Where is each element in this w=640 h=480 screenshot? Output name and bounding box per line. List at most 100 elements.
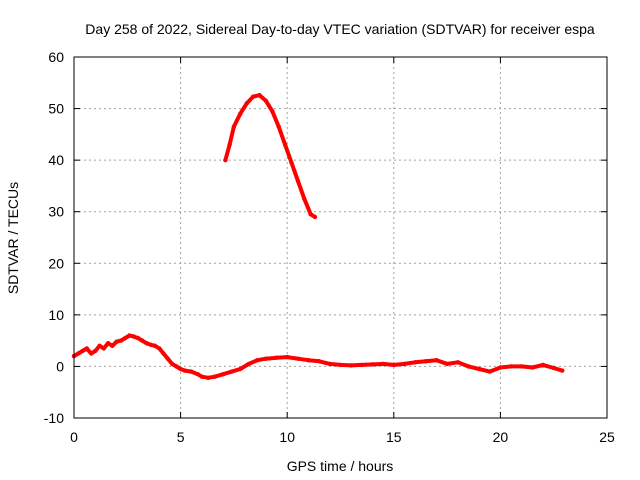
data-point	[131, 334, 136, 339]
data-point	[144, 341, 149, 346]
data-point	[118, 338, 124, 343]
data-point	[498, 365, 503, 370]
data-point	[466, 364, 471, 369]
data-point	[263, 98, 269, 104]
x-tick-label: 20	[493, 429, 509, 445]
x-tick-label: 10	[279, 429, 295, 445]
x-tick-label: 0	[70, 429, 78, 445]
data-point	[391, 362, 396, 368]
data-point	[223, 157, 228, 163]
series-layer	[71, 93, 565, 380]
data-point	[221, 372, 226, 377]
data-point	[140, 338, 145, 343]
data-point	[161, 351, 166, 356]
data-point	[114, 339, 119, 344]
data-point	[487, 369, 492, 374]
data-point	[257, 93, 262, 98]
data-point	[227, 142, 232, 147]
data-point	[174, 364, 179, 369]
data-point	[282, 142, 288, 147]
data-point	[370, 362, 375, 367]
data-point	[380, 361, 386, 367]
data-point	[238, 366, 243, 372]
data-point	[455, 360, 460, 365]
data-point	[127, 333, 132, 338]
data-point	[250, 94, 256, 99]
data-point	[270, 109, 275, 114]
data-point	[276, 124, 281, 129]
y-tick-label: 50	[48, 101, 64, 117]
data-point	[135, 335, 141, 341]
y-axis-label: SDTVAR / TECUs	[5, 182, 21, 294]
data-point	[246, 361, 251, 367]
data-point	[199, 374, 205, 379]
y-tick-label: 10	[48, 307, 64, 323]
y-tick-label: 40	[48, 152, 64, 168]
data-point	[317, 359, 322, 364]
data-point	[551, 365, 556, 371]
data-point	[84, 346, 90, 351]
data-point	[530, 365, 535, 370]
data-point	[402, 361, 407, 367]
data-point	[327, 361, 332, 367]
y-tick-label: 60	[48, 49, 64, 65]
data-point	[349, 363, 354, 368]
data-point	[182, 368, 188, 373]
data-point	[302, 196, 307, 201]
x-tick-labels: 0 5 10 15 20 25	[70, 429, 615, 445]
data-point	[206, 375, 211, 380]
data-point	[263, 356, 269, 361]
data-point	[110, 343, 115, 348]
plot-frame	[73, 56, 608, 419]
data-point	[212, 374, 217, 379]
data-point	[195, 372, 200, 377]
data-point	[152, 343, 158, 348]
y-tick-label: -10	[44, 410, 64, 426]
data-point	[93, 348, 98, 354]
data-point	[306, 358, 311, 363]
data-point	[97, 343, 102, 348]
y-tick-label: 0	[56, 358, 64, 374]
x-tick-label: 25	[599, 429, 615, 445]
data-point	[244, 101, 249, 106]
data-point	[229, 369, 234, 374]
data-point	[508, 364, 514, 369]
data-point	[519, 364, 524, 369]
x-tick-label: 5	[177, 429, 185, 445]
data-point	[540, 362, 546, 368]
data-point	[76, 351, 81, 356]
data-point	[308, 212, 313, 217]
data-point	[289, 160, 294, 165]
data-point	[274, 355, 279, 360]
y-tick-label: 30	[48, 204, 64, 220]
data-point	[434, 358, 439, 363]
data-point	[178, 366, 183, 372]
data-point	[148, 342, 153, 347]
y-tick-labels: -10 0 10 20 30 40 50 60	[44, 49, 64, 426]
data-point	[238, 111, 243, 116]
data-point	[231, 124, 237, 129]
chart-title: Day 258 of 2022, Sidereal Day-to-day VTE…	[85, 21, 595, 37]
data-point	[359, 362, 364, 368]
data-point	[165, 356, 170, 361]
data-point	[157, 346, 162, 351]
data-point	[101, 346, 107, 351]
data-point	[412, 360, 418, 365]
data-point	[80, 348, 85, 354]
data-point	[476, 366, 482, 372]
data-point	[105, 341, 111, 346]
x-axis-label: GPS time / hours	[287, 458, 394, 474]
x-tick-label: 15	[386, 429, 402, 445]
data-point	[560, 368, 565, 373]
data-point	[189, 369, 194, 374]
data-point	[255, 358, 260, 363]
series-line-2	[223, 93, 317, 219]
data-point	[338, 362, 343, 368]
data-point	[295, 356, 301, 361]
data-point	[285, 354, 290, 360]
data-point	[88, 351, 94, 356]
data-point	[169, 361, 175, 367]
data-point	[423, 359, 428, 364]
data-point	[312, 214, 318, 220]
